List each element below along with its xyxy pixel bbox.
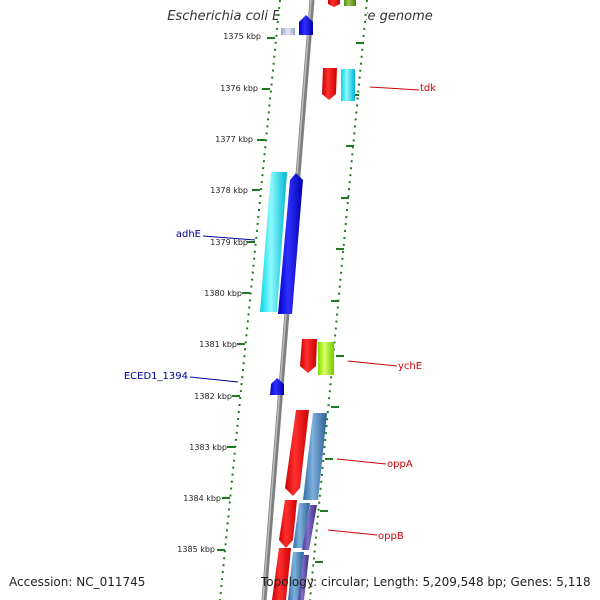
gene-arrow (260, 172, 287, 312)
gene-arrow (303, 413, 327, 500)
gene-arrow (299, 15, 313, 35)
gene-label-leader (336, 458, 387, 465)
gene-arrow (322, 68, 337, 100)
ruler: 1375 kbp 1376 kbp 1377 kbp 1378 kbp 1379… (177, 32, 275, 554)
ruler-label: 1377 kbp (215, 135, 253, 144)
accession-label: Accession: NC_011745 (9, 575, 146, 589)
ruler-label: 1379 kbp (210, 238, 248, 247)
ruler-label: 1382 kbp (194, 392, 232, 401)
ruler-label: 1384 kbp (183, 494, 221, 503)
inner-ruler-track (219, 0, 281, 600)
gene-arrow (318, 342, 334, 375)
gene-label-oppA: oppA (387, 459, 413, 470)
gene-arrow (300, 339, 317, 373)
gene-label-leader (189, 376, 239, 383)
gene-label-oppB: oppB (378, 531, 404, 542)
gene-label-ECED1_1394: ECED1_1394 (124, 371, 188, 382)
gene-label-ychE: ychE (398, 361, 422, 372)
gene-label-leader (202, 235, 256, 241)
gene-arrow (302, 505, 317, 550)
gene-label-leader (369, 86, 420, 91)
gene-label-adhE: adhE (176, 229, 201, 240)
gene-arrow (285, 410, 309, 496)
ruler-label: 1381 kbp (199, 340, 237, 349)
gene-label-leader (347, 360, 398, 367)
gene-arrow (341, 69, 355, 101)
gene-arrow (270, 378, 284, 395)
ruler-label: 1378 kbp (210, 186, 248, 195)
outer-ticks (315, 42, 364, 563)
ruler-label: 1383 kbp (189, 443, 227, 452)
gene-label-tdk: tdk (420, 83, 436, 94)
gene-arrow (344, 0, 356, 6)
gene-arrow (279, 500, 297, 548)
ruler-label: 1375 kbp (223, 32, 261, 41)
ruler-label: 1385 kbp (177, 545, 215, 554)
gene-label-leader (327, 529, 378, 536)
gene-arrow (281, 28, 295, 35)
features (260, 0, 356, 600)
gene-arrow (298, 555, 309, 600)
gene-arrow (272, 548, 291, 600)
ruler-label: 1380 kbp (204, 289, 242, 298)
ruler-label: 1376 kbp (220, 84, 258, 93)
gene-arrow (328, 0, 340, 7)
gene-arrow (293, 503, 310, 548)
gene-arrow (288, 552, 304, 600)
gene-arrow (278, 173, 303, 314)
topology-label: Topology: circular; Length: 5,209,548 bp… (261, 575, 591, 589)
